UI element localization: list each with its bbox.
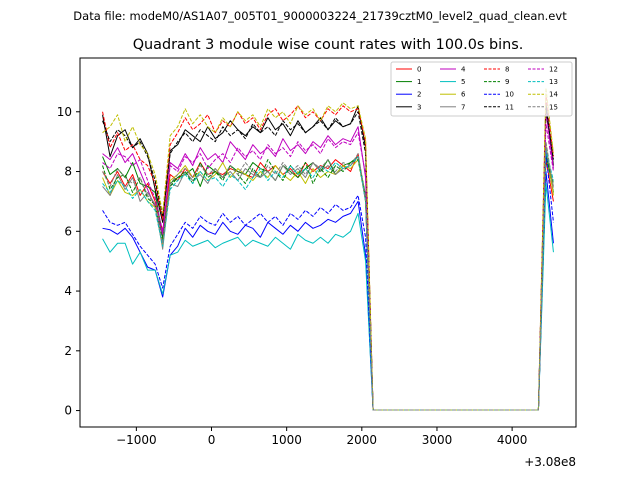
- x-tick-label: 1000: [271, 433, 302, 447]
- legend-label-11: 11: [505, 103, 514, 111]
- legend-label-1: 1: [417, 78, 421, 86]
- y-tick-label: 8: [64, 165, 72, 179]
- x-tick-label: 3000: [422, 433, 453, 447]
- y-axis-ticks: 0 2 4 6 8 10: [57, 105, 80, 418]
- y-tick-label: 0: [64, 404, 72, 418]
- x-axis-offset-label: +3.08e8: [524, 455, 576, 469]
- series-line-15: [102, 141, 554, 411]
- legend-label-0: 0: [417, 66, 421, 74]
- figure-suptitle: Data file: modeM0/AS1A07_005T01_90000032…: [73, 9, 567, 23]
- y-tick-label: 4: [64, 284, 72, 298]
- legend-label-13: 13: [549, 78, 558, 86]
- series-line-14: [102, 87, 554, 411]
- y-tick-label: 2: [64, 344, 72, 358]
- axes-frame: [79, 57, 577, 428]
- legend-label-12: 12: [549, 66, 558, 74]
- x-tick-label: 4000: [497, 433, 528, 447]
- legend-box: [390, 61, 573, 117]
- x-axis-ticks: −1000 0 1000 2000 3000 4000: [116, 427, 527, 447]
- legend-label-3: 3: [417, 103, 421, 111]
- legend-label-4: 4: [461, 66, 466, 74]
- legend-label-10: 10: [505, 91, 514, 99]
- x-tick-label: −1000: [116, 433, 157, 447]
- plot-series-group: [102, 87, 554, 411]
- legend-label-14: 14: [549, 91, 558, 99]
- x-tick-label: 0: [208, 433, 216, 447]
- legend-label-7: 7: [461, 103, 465, 111]
- legend-label-15: 15: [549, 103, 558, 111]
- legend-label-5: 5: [461, 78, 465, 86]
- legend-label-6: 6: [461, 91, 466, 99]
- legend-label-9: 9: [505, 78, 509, 86]
- x-tick-label: 2000: [347, 433, 378, 447]
- legend-label-8: 8: [505, 66, 509, 74]
- chart-title: Quadrant 3 module wise count rates with …: [133, 37, 524, 53]
- y-tick-label: 10: [57, 105, 72, 119]
- y-tick-label: 6: [64, 224, 72, 238]
- legend-label-2: 2: [417, 91, 421, 99]
